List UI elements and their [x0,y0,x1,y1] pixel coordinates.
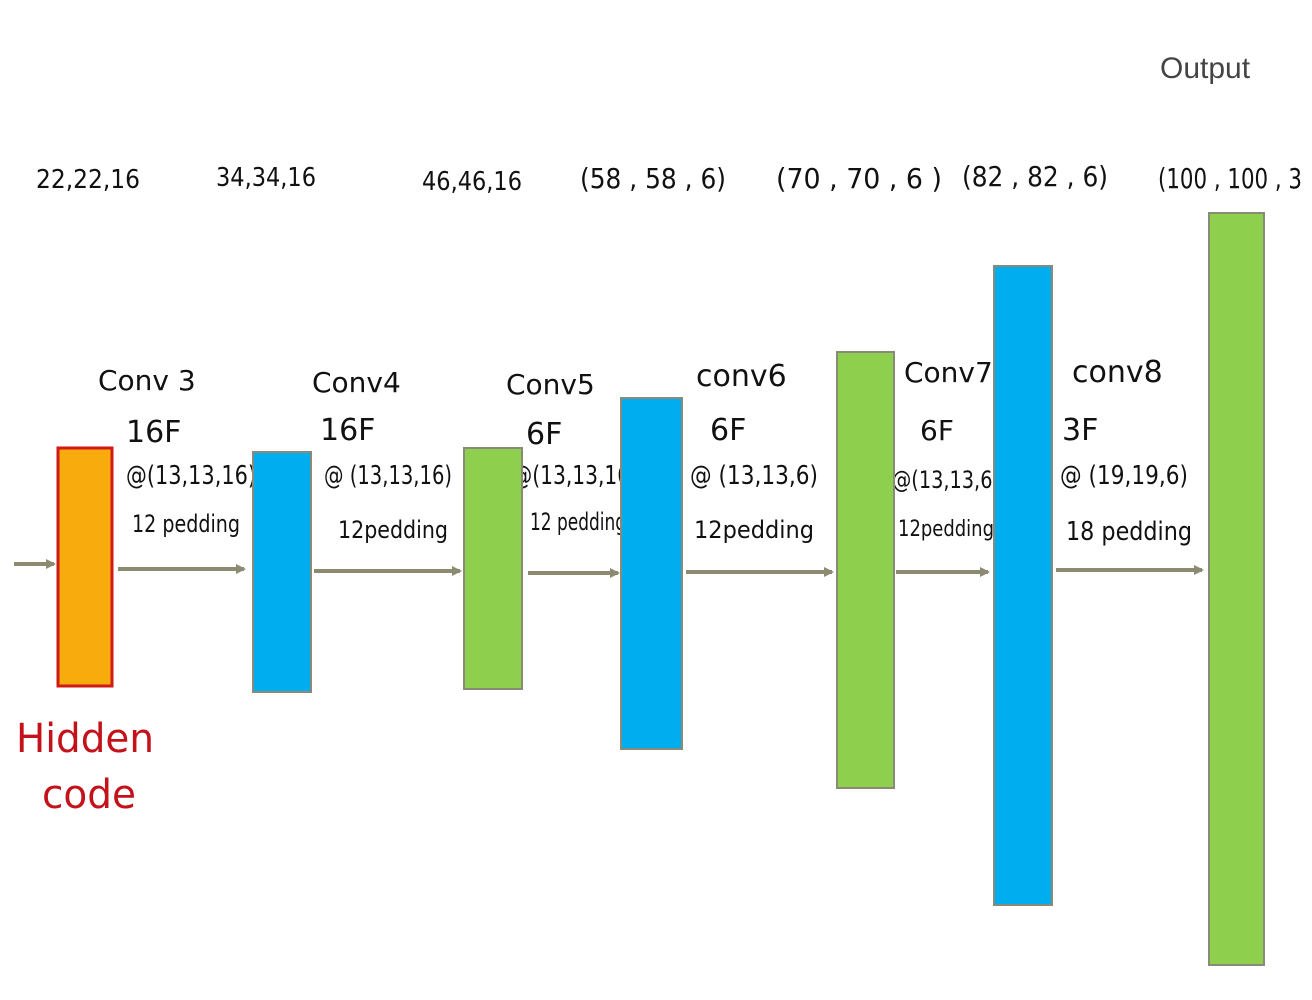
layer-padding: 12 pedding [530,508,626,536]
layer-name: Conv7 [904,356,993,389]
output-block [1208,212,1265,966]
hidden-code-block [56,446,114,688]
layer-annotation-conv8: conv8 3F @ (19,19,6) 18 pedding [1060,355,1192,547]
layer-block-2 [463,447,523,690]
layer-name: conv6 [696,359,787,394]
layer-annotation-conv4: Conv4 16F @ (13,13,16) 12pedding [312,366,452,544]
shape-label-2: 34,34,16 [216,163,316,193]
shape-label-5: (70 , 70 , 6 ) [776,162,942,195]
shape-label-3: 46,46,16 [422,167,522,197]
layer-name: conv8 [1072,355,1163,390]
layer-block-5 [993,265,1053,906]
layer-annotation-conv7: Conv7 6F @(13,13,6) 12pedding [892,356,1000,542]
shape-label-4: (58 , 58 , 6) [580,162,726,195]
output-label: Output [1160,52,1251,85]
layer-kernel: @(13,13,16) [126,461,256,491]
layer-annotation-conv5: Conv5 6F @(13,13,16) 12 pedding [506,368,638,536]
hidden-code-label-line1: Hidden [16,716,154,762]
layer-padding: 12 pedding [132,510,240,538]
layer-annotation-conv3: Conv 3 16F @(13,13,16) 12 pedding [98,364,256,538]
layer-filters: 6F [526,417,562,452]
layer-kernel: @ (13,13,6) [690,461,818,491]
layer-name: Conv 3 [98,364,196,397]
layer-kernel: @ (19,19,6) [1060,461,1188,491]
layer-kernel: @ (13,13,16) [324,461,452,491]
layer-padding: 12pedding [898,517,994,542]
layer-filters: 3F [1062,413,1098,448]
layer-padding: 12pedding [338,516,448,544]
layer-filters: 6F [710,413,746,448]
shape-label-7: (100 , 100 , 3 [1158,162,1302,195]
layer-block-3 [620,397,683,750]
layer-padding: 18 pedding [1066,517,1192,547]
shape-label-6: (82 , 82 , 6) [962,160,1108,193]
layer-kernel: @(13,13,16) [512,461,638,491]
layer-name: Conv5 [506,368,595,401]
layer-block-1 [252,451,312,693]
hidden-code-label-line2: code [42,772,136,818]
layer-annotation-conv6: conv6 6F @ (13,13,6) 12pedding [690,359,818,544]
layer-name: Conv4 [312,366,401,399]
layer-padding: 12pedding [694,516,814,544]
layer-block-4 [836,351,895,789]
shape-label-1: 22,22,16 [36,165,140,195]
layer-filters: 16F [320,413,375,448]
layer-filters: 6F [920,414,954,447]
layer-kernel: @(13,13,6) [892,466,1000,494]
layer-filters: 16F [126,415,181,450]
